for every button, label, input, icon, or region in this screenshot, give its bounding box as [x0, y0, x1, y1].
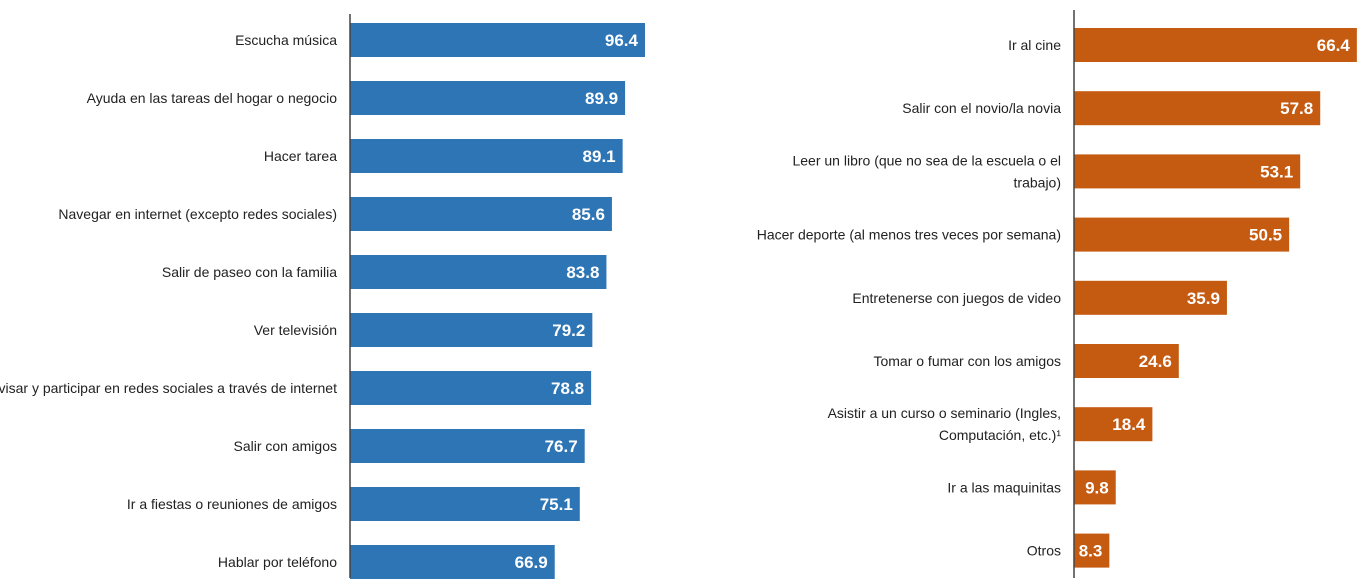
left-category-label-3: Navegar en internet (excepto redes socia…: [58, 206, 337, 222]
right-bar-3: [1074, 217, 1290, 252]
right-category-label-7: Ir a las maquinitas: [947, 479, 1061, 495]
left-bar-3: [350, 197, 612, 231]
left-category-label-5: Ver televisión: [254, 322, 337, 338]
left-category-label-2: Hacer tarea: [264, 148, 337, 164]
right-value-label-6: 18.4: [1112, 415, 1146, 434]
left-value-label-7: 76.7: [545, 437, 578, 456]
right-category-label-5: Tomar o fumar con los amigos: [873, 353, 1061, 369]
left-value-label-6: 78.8: [551, 379, 584, 398]
right-category-label-0: Ir al cine: [1008, 37, 1061, 53]
left-value-label-4: 83.8: [566, 263, 599, 282]
right-value-label-8: 8.3: [1079, 542, 1103, 561]
left-value-label-0: 96.4: [605, 31, 639, 50]
left-bar-1: [350, 81, 626, 115]
right-bar-1: [1074, 91, 1321, 126]
left-category-label-0: Escucha música: [235, 32, 337, 48]
right-category-label-6: Asistir a un curso o seminario (Ingles, C…: [828, 405, 1062, 443]
right-bar-0: [1074, 28, 1357, 62]
right-bar-chart: 66.4 Ir al cine 57.8 Salir con el novio/la …: [757, 10, 1357, 578]
left-bar-5: [350, 313, 593, 347]
left-value-label-3: 85.6: [572, 205, 605, 224]
right-bar-6: [1074, 407, 1153, 442]
left-value-label-2: 89.1: [583, 147, 616, 166]
right-value-label-5: 24.6: [1139, 352, 1172, 371]
left-bar-4: [350, 255, 607, 289]
right-bar-5: [1074, 344, 1179, 378]
left-bar-chart: 96.4 Escucha música 89.9 Ayuda en las tarea…: [0, 14, 645, 579]
right-value-label-2: 53.1: [1260, 162, 1293, 181]
right-category-label-8: Otros: [1027, 543, 1061, 559]
right-category-label-3: Hacer deporte (al menos tres veces por s…: [757, 227, 1061, 243]
left-category-label-4: Salir de paseo con la familia: [162, 264, 337, 280]
left-category-label-6: Revisar y participar en redes sociales a…: [0, 380, 337, 396]
right-value-label-0: 66.4: [1317, 36, 1351, 55]
right-category-label-4: Entretenerse con juegos de video: [852, 290, 1061, 306]
left-value-label-9: 66.9: [515, 553, 548, 572]
left-bar-2: [350, 139, 623, 173]
left-value-label-1: 89.9: [585, 89, 618, 108]
right-category-label-2: Leer un libro (que no sea de la escuela …: [792, 152, 1061, 190]
right-bar-2: [1074, 154, 1301, 189]
right-value-label-4: 35.9: [1187, 289, 1220, 308]
right-value-label-1: 57.8: [1280, 99, 1313, 118]
left-category-label-8: Ir a fiestas o reuniones de amigos: [127, 496, 337, 512]
right-bar-8: [1074, 533, 1110, 568]
left-category-label-1: Ayuda en las tareas del hogar o negocio: [87, 90, 338, 106]
left-value-label-8: 75.1: [540, 495, 573, 514]
right-bar-4: [1074, 280, 1227, 315]
right-bar-7: [1074, 470, 1116, 505]
left-category-label-7: Salir con amigos: [234, 438, 338, 454]
left-bar-9: [350, 545, 555, 579]
left-value-label-5: 79.2: [552, 321, 585, 340]
left-bar-7: [350, 429, 585, 463]
left-category-label-9: Hablar por teléfono: [218, 554, 337, 570]
right-category-label-1: Salir con el novio/la novia: [902, 100, 1061, 116]
right-value-label-3: 50.5: [1249, 226, 1282, 245]
right-value-label-7: 9.8: [1085, 478, 1109, 497]
left-bar-0: [350, 23, 645, 57]
left-bar-6: [350, 371, 592, 405]
left-bar-8: [350, 487, 580, 521]
